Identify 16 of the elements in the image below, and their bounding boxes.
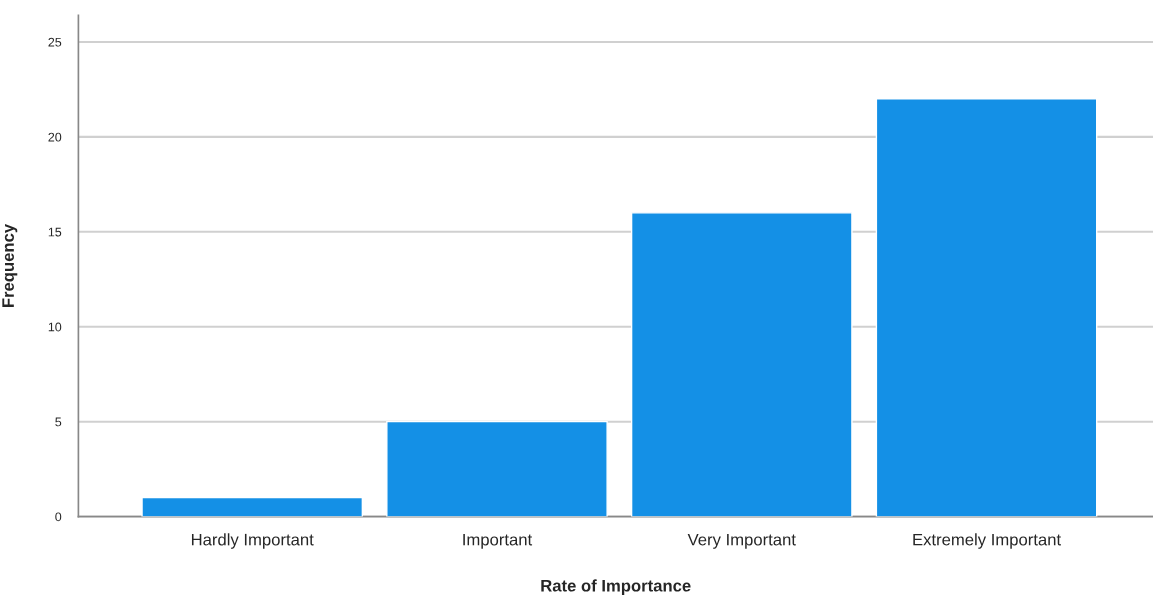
bar — [386, 420, 608, 517]
x-tick-label: Important — [463, 533, 533, 549]
bar — [630, 212, 853, 517]
x-tick-label: Very Important — [687, 533, 796, 549]
x-axis-title: Rate of Importance — [541, 579, 691, 595]
x-tick-label: Extremely Important — [913, 533, 1061, 549]
y-axis-title: Frequency — [2, 223, 18, 308]
y-tick-label: 25 — [48, 37, 62, 47]
bar — [141, 496, 364, 517]
y-tick-label: 20 — [48, 132, 62, 142]
y-tick-label: 15 — [48, 227, 62, 237]
y-tick-label: 10 — [48, 322, 62, 332]
y-tick-label: 5 — [55, 417, 62, 427]
x-tick-label: Hardly Important — [191, 533, 314, 549]
y-tick-label: 0 — [55, 512, 62, 522]
bar — [875, 98, 1098, 517]
